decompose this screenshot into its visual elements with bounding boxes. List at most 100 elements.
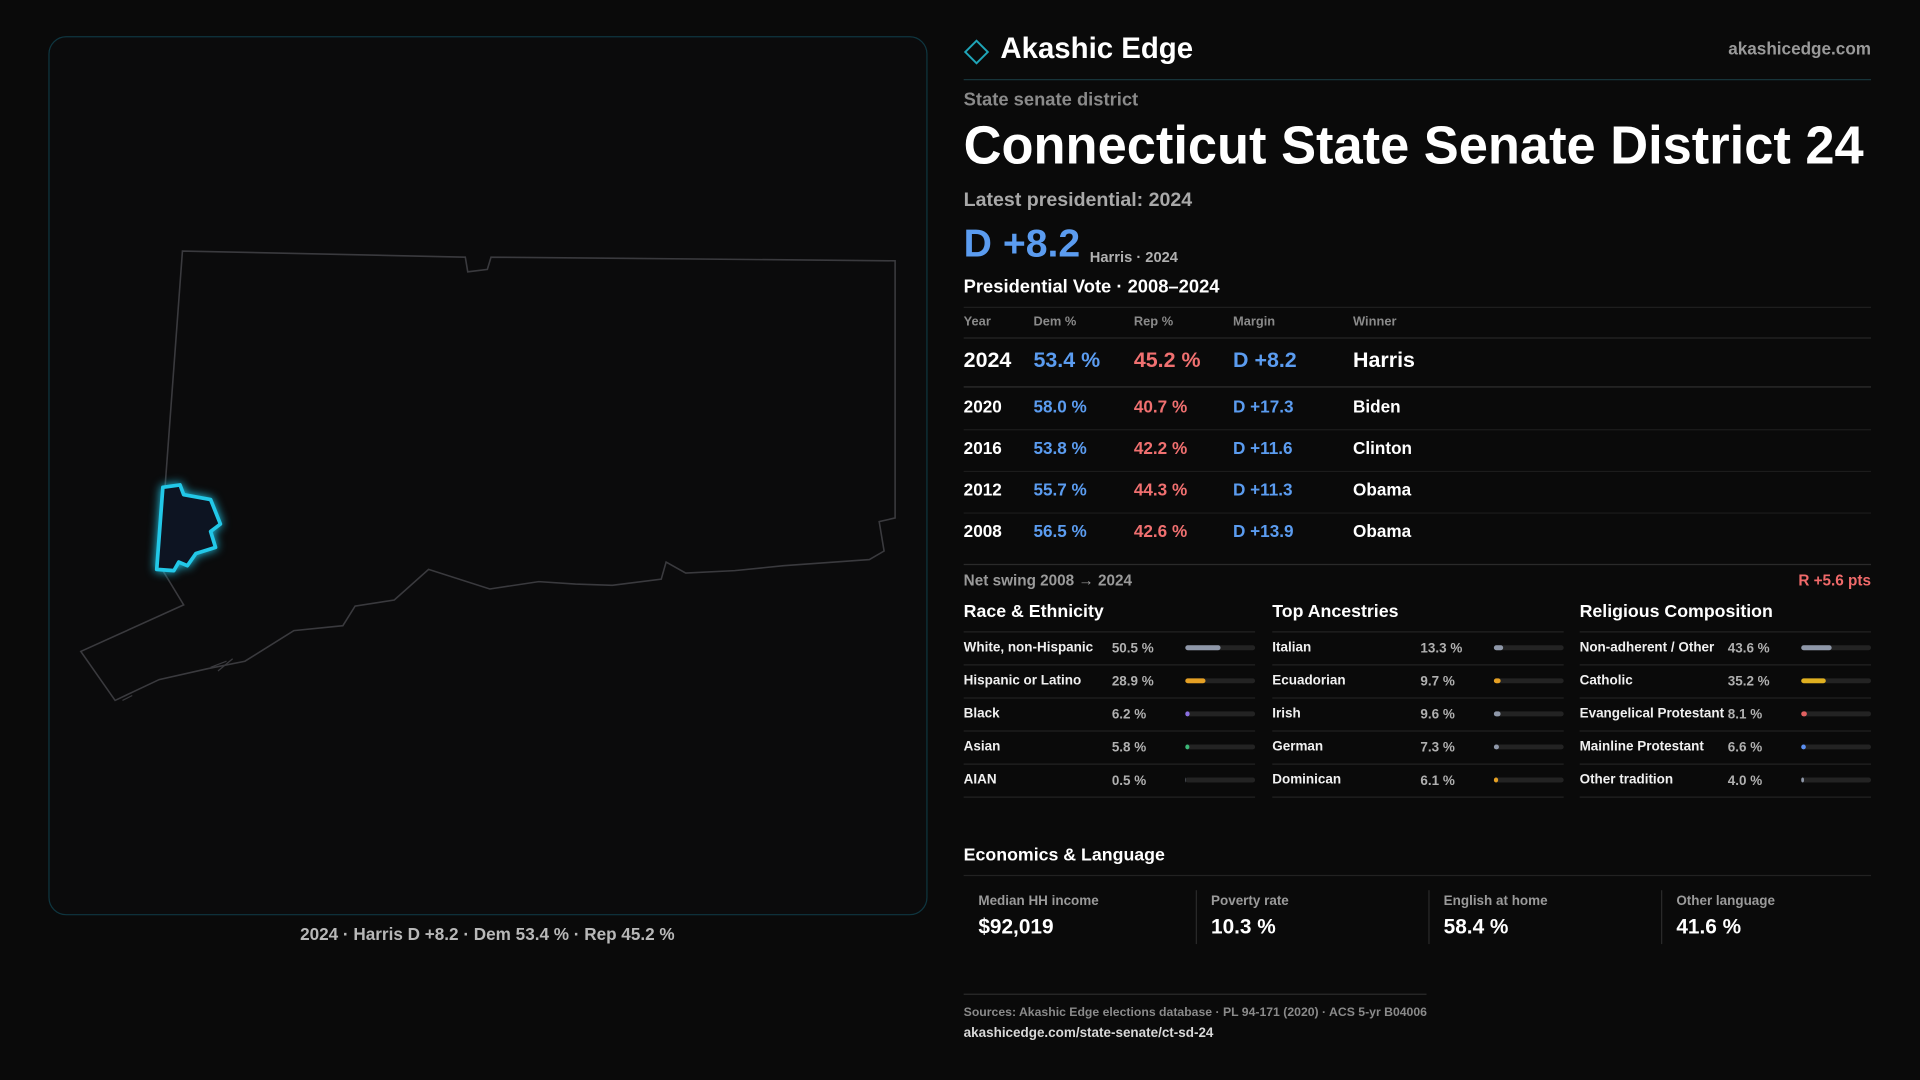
section-title: Religious Composition bbox=[1580, 601, 1773, 621]
row-label-box: Mainline Protestant bbox=[1579, 739, 1704, 755]
stat-label: English at home bbox=[1444, 893, 1548, 908]
row-label: Black bbox=[963, 706, 1000, 722]
row-value: 28.9 % bbox=[1112, 674, 1154, 689]
row-label: Hispanic or Latino bbox=[963, 673, 1082, 689]
table-cell: D +13.9 bbox=[1233, 521, 1293, 541]
district-title: Connecticut State Senate District 24 bbox=[964, 116, 1864, 176]
row-label: White, non-Hispanic bbox=[963, 640, 1094, 656]
site-link[interactable]: akashicedge.com bbox=[1728, 39, 1871, 59]
bar bbox=[1493, 678, 1501, 684]
row-value: 6.2 % bbox=[1112, 707, 1146, 722]
row-value: 4.0 % bbox=[1728, 773, 1762, 788]
column-header: Dem % bbox=[1033, 313, 1076, 328]
row-label-box: Evangelical Protestant bbox=[1580, 707, 1724, 722]
bar-track bbox=[1493, 678, 1564, 684]
column-header: Margin bbox=[1233, 313, 1275, 328]
table-cell: D +8.2 bbox=[1233, 348, 1297, 372]
column-header: Year bbox=[964, 313, 991, 328]
row-value: 43.6 % bbox=[1728, 641, 1770, 656]
bar-track bbox=[1493, 645, 1564, 651]
latest-note: Harris · 2024 bbox=[1090, 250, 1179, 266]
row-label-box: Italian bbox=[1272, 640, 1311, 655]
bar-track bbox=[1801, 711, 1872, 717]
table-cell: 2012 bbox=[964, 480, 1002, 500]
map-caption: 2024 · Harris D +8.2 · Dem 53.4 % · Rep … bbox=[300, 924, 675, 944]
row-label-box: Non-adherent / Other bbox=[1580, 640, 1715, 655]
row-value: 9.7 % bbox=[1420, 674, 1454, 689]
table-cell: D +11.3 bbox=[1233, 480, 1293, 500]
section-title: Race & Ethnicity bbox=[964, 601, 1104, 621]
bar bbox=[1493, 711, 1501, 717]
row-label: German bbox=[1272, 739, 1324, 755]
bar-track bbox=[1185, 777, 1256, 783]
sources: Sources: Akashic Edge elections database… bbox=[964, 1005, 1427, 1019]
table-cell: 53.8 % bbox=[1033, 438, 1086, 458]
logo bbox=[963, 39, 990, 65]
stat-value: 41.6 % bbox=[1676, 916, 1741, 939]
table-cell: 56.5 % bbox=[1033, 521, 1086, 541]
bar-track bbox=[1801, 777, 1872, 783]
stat-label: Other language bbox=[1676, 893, 1775, 908]
row-value: 8.1 % bbox=[1728, 707, 1762, 722]
stat-label: Poverty rate bbox=[1211, 893, 1289, 908]
source-url[interactable]: akashicedge.com/state-senate/ct-sd-24 bbox=[964, 1025, 1214, 1040]
bar bbox=[1493, 744, 1499, 750]
table-cell: D +17.3 bbox=[1233, 396, 1293, 416]
row-label: Asian bbox=[963, 739, 1001, 755]
row-label-box: German bbox=[1272, 739, 1324, 755]
row-value: 7.3 % bbox=[1420, 740, 1454, 755]
economics-title: Economics & Language bbox=[964, 845, 1165, 865]
row-label-box: White, non-Hispanic bbox=[963, 640, 1094, 656]
map-panel bbox=[48, 36, 928, 916]
bar-track bbox=[1801, 744, 1872, 750]
table-cell: 2024 bbox=[964, 348, 1012, 372]
row-label: Mainline Protestant bbox=[1579, 739, 1704, 755]
bar bbox=[1185, 678, 1206, 684]
row-label: Catholic bbox=[1579, 673, 1633, 689]
table-cell: 55.7 % bbox=[1033, 480, 1086, 500]
row-value: 50.5 % bbox=[1112, 641, 1154, 656]
bar bbox=[1801, 678, 1826, 684]
bar-track bbox=[1185, 711, 1256, 717]
bar bbox=[1801, 711, 1807, 717]
swing-value: R +5.6 pts bbox=[1798, 573, 1871, 590]
row-label-box: Ecuadorian bbox=[1272, 673, 1346, 689]
row-label-box: AIAN bbox=[964, 773, 997, 788]
bar bbox=[1801, 744, 1806, 750]
bar-track bbox=[1493, 711, 1564, 717]
brand[interactable]: Akashic Edge bbox=[1000, 32, 1193, 65]
row-label-box: Other tradition bbox=[1579, 772, 1674, 788]
table-cell: 40.7 % bbox=[1134, 396, 1187, 416]
bar bbox=[1185, 711, 1190, 717]
table-cell: Obama bbox=[1353, 521, 1412, 541]
row-label: Ecuadorian bbox=[1272, 673, 1346, 689]
row-value: 13.3 % bbox=[1420, 641, 1462, 656]
table-cell: 42.2 % bbox=[1134, 438, 1187, 458]
table-cell: Harris bbox=[1353, 348, 1415, 372]
district-shape[interactable] bbox=[154, 483, 223, 573]
row-value: 6.1 % bbox=[1420, 773, 1454, 788]
row-label-box: Asian bbox=[963, 739, 1001, 755]
bar bbox=[1185, 744, 1190, 750]
table-cell: 2008 bbox=[964, 521, 1002, 541]
row-label: Irish bbox=[1272, 706, 1301, 722]
row-label-box: Hispanic or Latino bbox=[963, 673, 1082, 689]
row-label: Dominican bbox=[1272, 772, 1342, 788]
bar bbox=[1493, 645, 1504, 651]
bar bbox=[1801, 777, 1805, 783]
table-cell: 45.2 % bbox=[1134, 348, 1201, 372]
section-title: Top Ancestries bbox=[1272, 601, 1398, 621]
table-cell: D +11.6 bbox=[1233, 438, 1293, 458]
table-cell: 53.4 % bbox=[1033, 348, 1100, 372]
district-kind: State senate district bbox=[964, 88, 1138, 109]
column-header: Winner bbox=[1353, 313, 1396, 328]
latest-label: Latest presidential: 2024 bbox=[964, 189, 1193, 211]
bar bbox=[1185, 645, 1221, 651]
row-label-box: Dominican bbox=[1272, 772, 1342, 788]
row-label-box: Black bbox=[963, 706, 1000, 722]
table-cell: 2016 bbox=[964, 438, 1002, 458]
coast-islands bbox=[122, 658, 234, 701]
row-value: 35.2 % bbox=[1728, 674, 1770, 689]
row-label: Other tradition bbox=[1579, 772, 1674, 788]
row-value: 6.6 % bbox=[1728, 740, 1762, 755]
